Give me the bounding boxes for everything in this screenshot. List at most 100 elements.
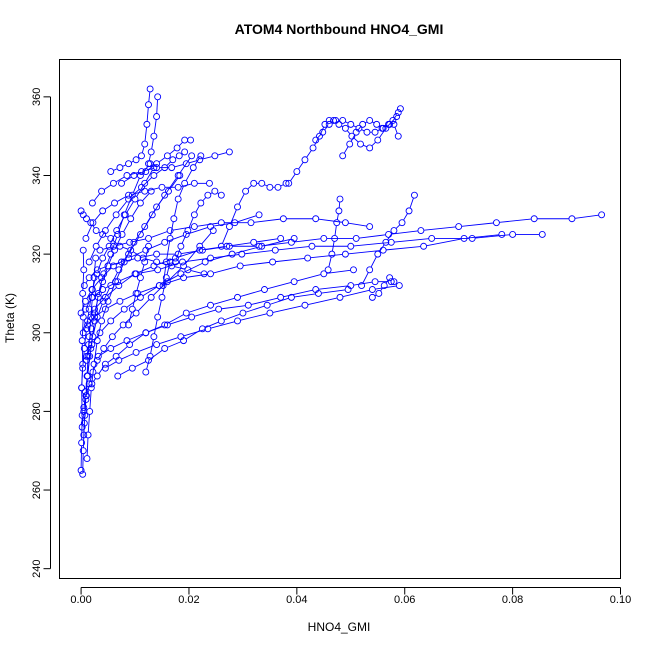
- data-point: [132, 348, 140, 356]
- series-segment: [148, 92, 151, 102]
- data-point: [150, 172, 158, 179]
- data-point: [143, 120, 151, 128]
- data-point: [94, 289, 102, 297]
- data-point: [119, 321, 127, 329]
- series-segment: [575, 214, 599, 219]
- data-point: [319, 128, 327, 136]
- data-point: [118, 179, 125, 187]
- series-segment: [136, 185, 144, 197]
- series-segment: [157, 300, 162, 315]
- data-point: [285, 179, 293, 187]
- data-point: [159, 282, 167, 290]
- data-point: [173, 144, 181, 152]
- data-point: [107, 234, 115, 242]
- data-point: [371, 278, 379, 286]
- data-point: [498, 231, 506, 238]
- data-point: [104, 262, 112, 270]
- series-segment: [181, 233, 187, 244]
- series-segment: [131, 160, 134, 163]
- series-segment: [86, 438, 89, 456]
- data-point: [78, 411, 86, 419]
- x-tick-label: 0.04: [286, 594, 307, 606]
- data-point: [88, 199, 96, 207]
- series-segment: [166, 241, 171, 259]
- data-point: [79, 364, 87, 372]
- data-point: [78, 439, 86, 447]
- data-point: [190, 211, 198, 219]
- series-segment: [189, 305, 208, 313]
- data-point: [211, 152, 219, 160]
- series-segment: [186, 273, 208, 278]
- data-point: [78, 423, 86, 431]
- data-point: [568, 215, 576, 223]
- series-segment: [307, 297, 337, 305]
- data-point: [77, 309, 85, 317]
- series-segment: [245, 305, 265, 313]
- data-point: [80, 404, 88, 411]
- series-segment: [133, 178, 140, 193]
- data-point: [386, 120, 394, 128]
- series-segment: [251, 297, 278, 305]
- series-segment: [310, 254, 343, 259]
- data-point: [162, 258, 170, 266]
- series-segment: [116, 264, 124, 279]
- series-segment: [372, 121, 375, 124]
- data-point: [85, 274, 93, 282]
- series-segment: [132, 296, 136, 307]
- data-point: [266, 183, 274, 191]
- data-point: [85, 258, 93, 266]
- data-point: [109, 179, 117, 187]
- data-point: [114, 372, 122, 380]
- data-point: [141, 258, 149, 266]
- y-tick-label: 340: [31, 166, 43, 184]
- data-point: [78, 337, 86, 345]
- series-segment: [137, 299, 150, 312]
- data-point: [321, 120, 329, 128]
- data-point: [347, 242, 355, 250]
- series-segment: [499, 218, 532, 223]
- series-segment: [202, 156, 212, 160]
- series-segment: [267, 282, 292, 290]
- data-point: [99, 231, 107, 238]
- series-segment: [106, 217, 115, 229]
- series-segment: [348, 222, 367, 227]
- data-point: [94, 293, 102, 301]
- series-segment: [129, 333, 144, 340]
- series-segment: [362, 272, 369, 283]
- series-segment: [122, 246, 128, 250]
- series-segment: [353, 125, 357, 128]
- series-segment: [166, 177, 177, 193]
- data-point: [98, 317, 106, 325]
- data-point: [123, 337, 131, 345]
- data-point: [141, 179, 149, 187]
- data-point: [118, 231, 126, 238]
- series-segment: [297, 274, 321, 282]
- data-point: [169, 156, 177, 164]
- series-segment: [178, 186, 184, 197]
- series-segment: [142, 193, 150, 201]
- data-point: [84, 321, 92, 329]
- series-segment: [201, 232, 212, 245]
- data-point: [190, 223, 198, 231]
- data-point: [83, 372, 91, 380]
- data-point: [107, 250, 115, 258]
- data-point: [138, 168, 145, 176]
- data-point: [107, 345, 115, 352]
- series-segment: [380, 287, 383, 292]
- series-segment: [217, 152, 227, 156]
- data-point: [168, 164, 176, 172]
- series-segment: [82, 273, 85, 291]
- series-segment: [334, 225, 337, 236]
- data-point: [115, 356, 123, 364]
- series-segment: [167, 235, 184, 242]
- data-point: [211, 187, 219, 195]
- series-segment: [107, 302, 118, 309]
- series-segment: [122, 294, 135, 301]
- data-point: [261, 286, 268, 293]
- series-segment: [87, 414, 90, 432]
- series-segment: [348, 250, 381, 255]
- data-point: [123, 172, 131, 179]
- data-point: [341, 124, 349, 132]
- data-point: [84, 352, 92, 360]
- y-tick-label: 260: [31, 481, 43, 499]
